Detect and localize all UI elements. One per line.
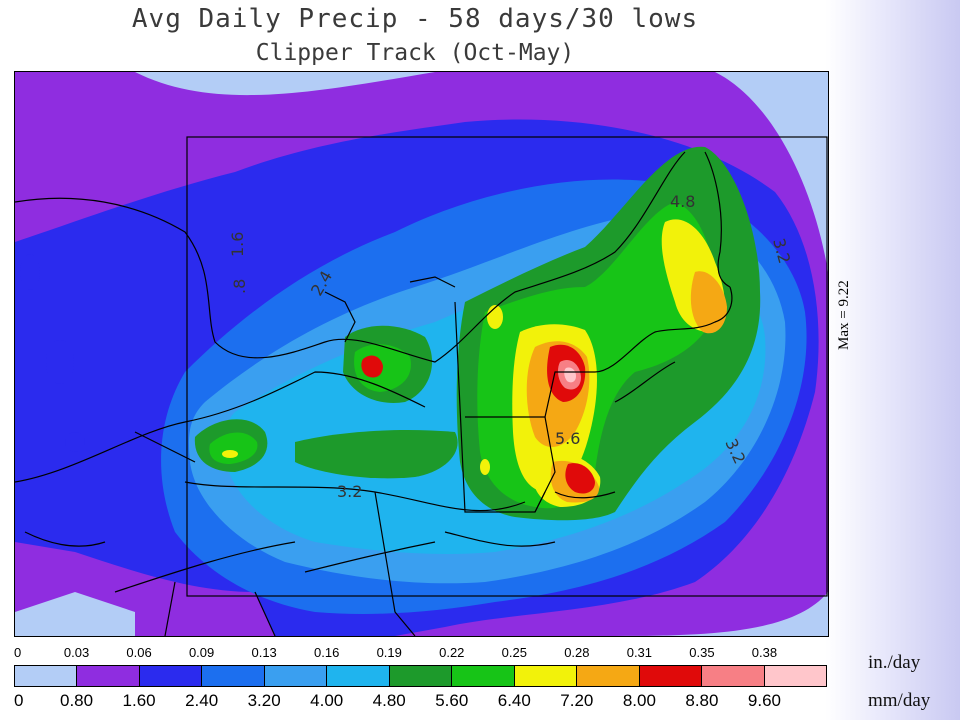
legend-swatch: [264, 666, 328, 686]
contour-red-2: [565, 463, 595, 494]
contour-label: 4.8: [670, 192, 695, 211]
contour-darkgreen-4: [295, 430, 458, 479]
legend-inch-tick: 0.38: [751, 645, 778, 660]
legend-swatch: [389, 666, 453, 686]
contour-green-2: [209, 432, 258, 464]
legend-swatch: [139, 666, 203, 686]
contour-label: 3.2: [337, 482, 362, 501]
unit-inches-label: in./day: [868, 652, 921, 673]
legend-swatch: [452, 666, 515, 686]
legend-mm-tick: 4.80: [372, 691, 406, 710]
legend-mm-tick: 9.60: [747, 691, 781, 710]
boundary-lines: [15, 136, 828, 636]
contour-label: .8: [230, 279, 249, 294]
legend-mm-tick: 0: [14, 691, 24, 710]
legend-mm-tick: 3.20: [247, 691, 281, 710]
legend-swatch: [639, 666, 703, 686]
legend-mm-tick: 1.60: [122, 691, 156, 710]
legend-swatch: [514, 666, 578, 686]
legend-swatch: [702, 666, 765, 686]
legend-mm-tick: 5.60: [435, 691, 469, 710]
legend-inch-tick: 0: [14, 645, 22, 660]
legend-mm-tick: 8.80: [685, 691, 719, 710]
unit-mm-label: mm/day: [868, 690, 931, 711]
legend-swatch: [764, 666, 827, 686]
legend-mm-tick: 0.80: [59, 691, 94, 710]
legend-inch-tick: 0.13: [251, 645, 277, 660]
contour-lightpink: [564, 367, 576, 383]
legend-inch-tick: 0.06: [126, 645, 152, 660]
legend-mm-tick: 2.40: [185, 691, 219, 710]
precip-contour-map: 3.2 3.2 2.4 4.8 1.6 .8 3.2 5.6: [15, 72, 828, 636]
legend-mm-tick: 7.20: [560, 691, 594, 710]
legend-inch-tick: 0.28: [564, 645, 590, 660]
map-title: Avg Daily Precip - 58 days/30 lows: [131, 4, 699, 34]
legend-inch-tick: 0.25: [501, 645, 527, 660]
legend-swatch: [577, 666, 640, 686]
precip-map: 3.2 3.2 2.4 4.8 1.6 .8 3.2 5.6: [14, 71, 829, 637]
legend-swatch: [15, 666, 78, 686]
contour-orange-2: [690, 271, 727, 334]
legend-swatch: [327, 666, 390, 686]
legend-mm-tick: 8.00: [622, 691, 656, 710]
legend-inch-tick: 0.16: [314, 645, 340, 660]
legend-swatch: [77, 666, 140, 686]
legend-swatch: [202, 666, 265, 686]
legend-inch-tick: 0.03: [63, 645, 90, 660]
legend-inch-tick: 0.19: [376, 645, 402, 660]
legend-inch-tick: 0.09: [188, 645, 215, 660]
legend-inch-tick: 0.35: [689, 645, 715, 660]
contour-red-3: [361, 355, 383, 378]
map-subtitle: Clipper Track (Oct-May): [255, 40, 575, 66]
contour-label: 5.6: [555, 429, 580, 448]
max-value-label: Max = 9.22: [836, 280, 852, 350]
legend-color-bar: [14, 665, 827, 687]
legend-inch-tick: 0.22: [439, 645, 465, 660]
legend-mm-tick: 4.00: [310, 691, 344, 710]
color-legend: 0 0.03 0.06 0.09 0.13 0.16 0.19 0.22 0.25 0.28 0.3…: [14, 645, 827, 715]
legend-inch-tick: 0.31: [626, 645, 653, 660]
contour-label: 1.6: [228, 232, 247, 257]
legend-mm-tick: 6.40: [497, 691, 531, 710]
